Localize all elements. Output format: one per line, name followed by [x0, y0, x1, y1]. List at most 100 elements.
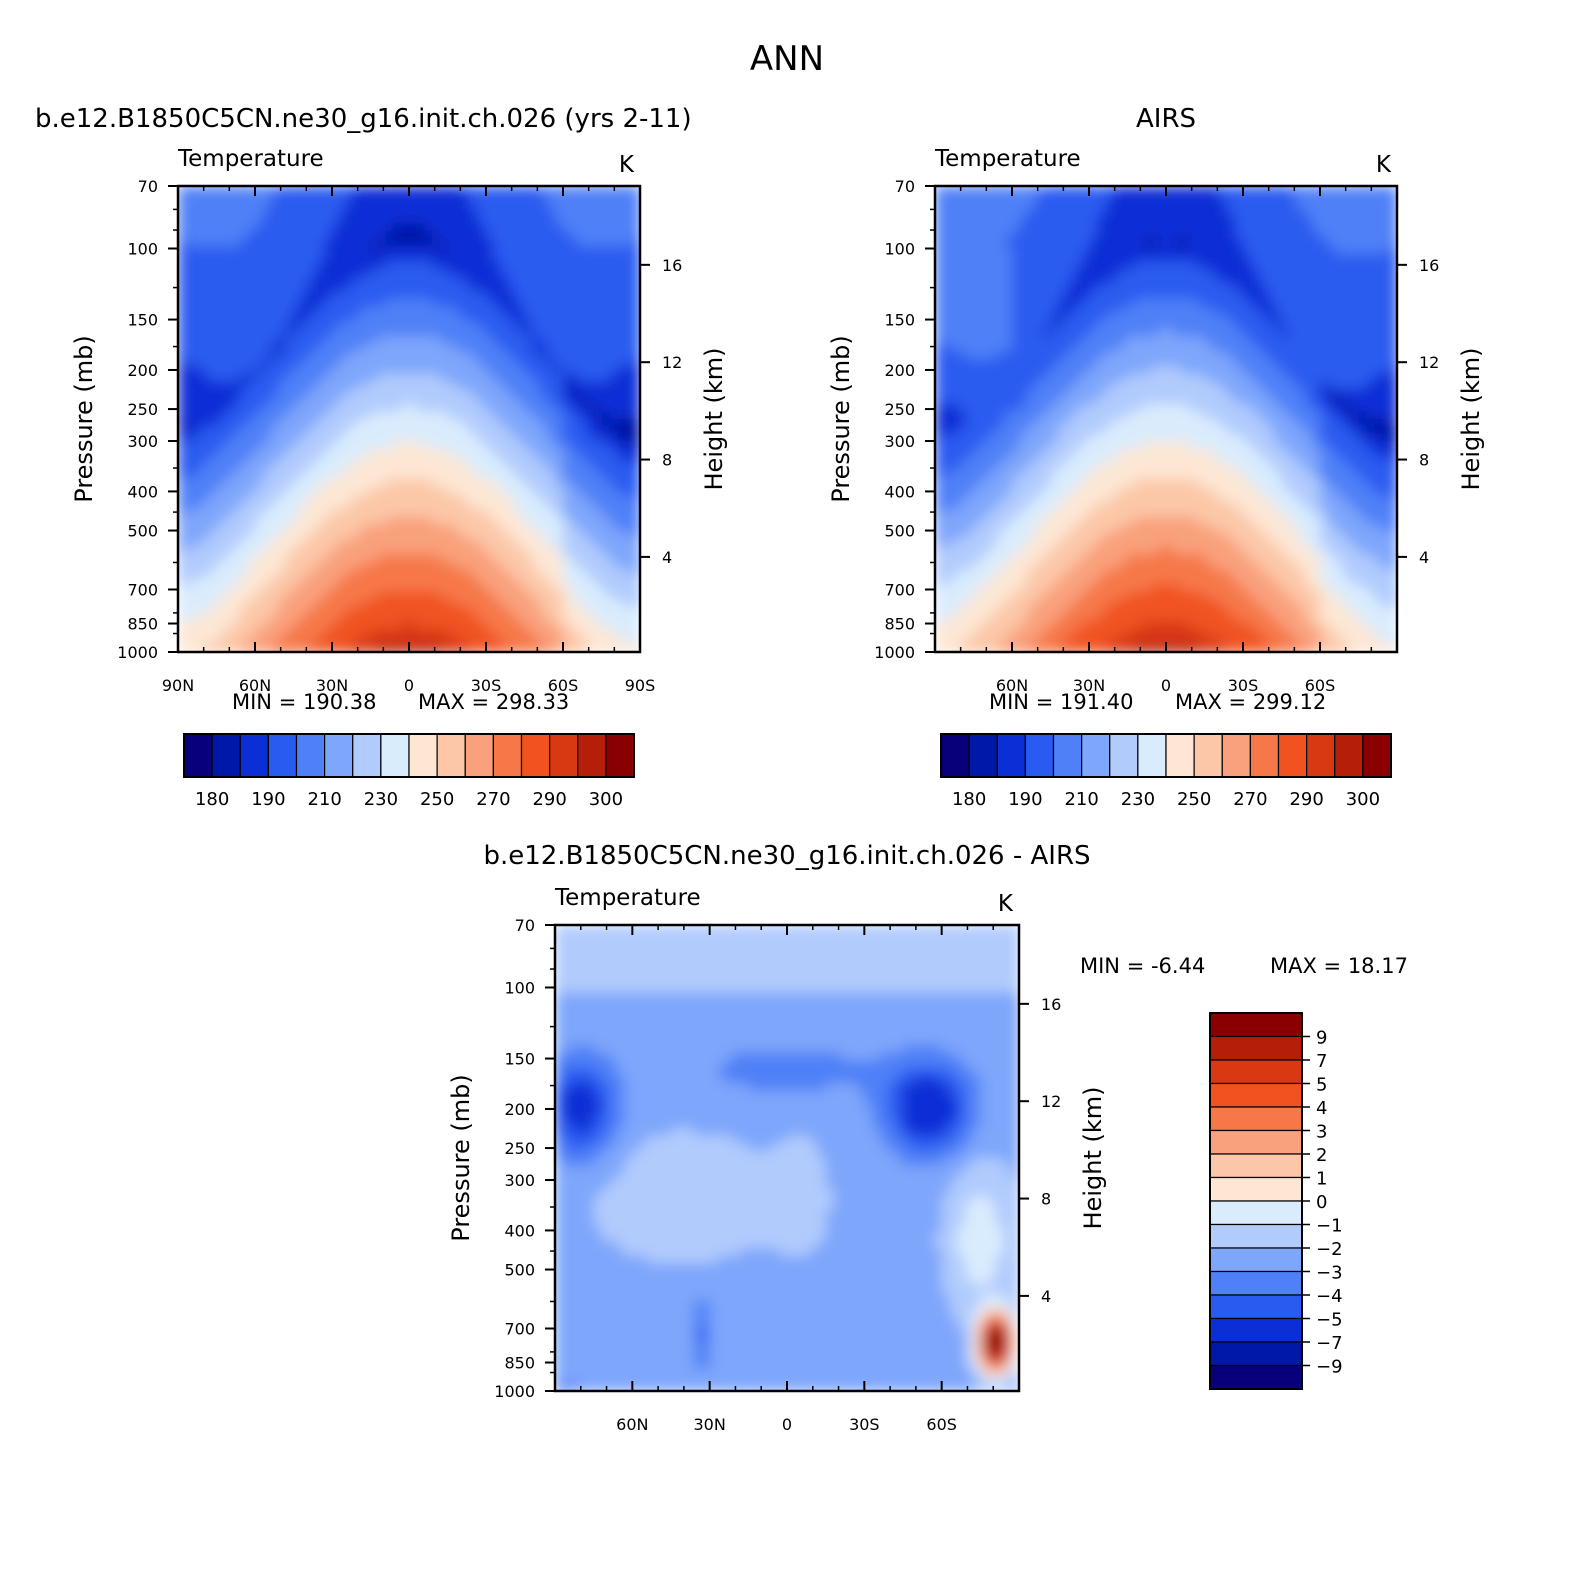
field-cell: [965, 313, 975, 323]
field-cell: [996, 231, 1006, 240]
field-cell: [624, 298, 634, 308]
field-cell: [493, 471, 503, 480]
field-cell: [447, 464, 456, 473]
field-cell: [593, 561, 603, 571]
field-cell: [1012, 186, 1021, 195]
field-cell: [293, 464, 302, 473]
field-cell: [1142, 193, 1152, 202]
field-cell: [231, 193, 241, 202]
field-cell: [393, 366, 403, 375]
field-cell: [347, 569, 356, 578]
field-cell: [178, 509, 187, 518]
field-cell: [462, 464, 472, 473]
field-cell: [1065, 246, 1075, 255]
field-cell: [308, 388, 318, 398]
field-cell: [593, 434, 603, 443]
field-cell: [586, 411, 595, 420]
field-cell: [409, 479, 418, 488]
field-cell: [316, 298, 326, 308]
field-cell: [555, 584, 564, 593]
field-cell: [447, 449, 456, 458]
field-cell: [462, 193, 472, 202]
field-cell: [593, 403, 603, 413]
field-cell: [239, 336, 249, 345]
field-cell: [278, 358, 287, 368]
field-cell: [262, 201, 272, 210]
field-cell: [486, 201, 495, 210]
field-cell: [347, 426, 356, 435]
field-cell: [1035, 238, 1044, 247]
field-cell: [555, 366, 564, 375]
field-cell: [424, 584, 433, 593]
field-cell: [262, 328, 272, 338]
field-cell: [555, 253, 564, 262]
field-cell: [470, 569, 480, 578]
field-cell: [570, 313, 580, 323]
field-cell: [339, 193, 349, 202]
field-cell: [224, 621, 233, 631]
field-cell: [378, 576, 387, 586]
field-cell: [362, 539, 372, 548]
field-cell: [255, 569, 264, 578]
field-cell: [316, 193, 326, 202]
field-cell: [201, 531, 210, 541]
field-cell: [1135, 321, 1144, 330]
field-cell: [1181, 193, 1190, 202]
field-cell: [339, 486, 349, 495]
field-cell: [578, 599, 587, 608]
field-cell: [409, 231, 418, 240]
field-cell: [1212, 276, 1221, 285]
field-cell: [601, 569, 610, 578]
field-cell: [416, 591, 426, 601]
field-cell: [208, 494, 218, 503]
field-cell: [424, 411, 433, 420]
field-cell: [532, 306, 541, 315]
field-cell: [362, 253, 372, 262]
field-cell: [1142, 246, 1152, 255]
field-cell: [1212, 186, 1221, 195]
field-cell: [1081, 238, 1090, 247]
field-cell: [1119, 238, 1129, 247]
field-cell: [1250, 238, 1260, 247]
field-cell: [216, 261, 225, 270]
field-cell: [185, 516, 195, 526]
field-cell: [578, 208, 587, 217]
field-cell: [424, 629, 433, 638]
field-cell: [570, 411, 580, 420]
field-cell: [532, 599, 541, 608]
field-cell: [1150, 276, 1160, 285]
field-cell: [424, 283, 433, 293]
field-cell: [378, 246, 387, 255]
field-cell: [362, 388, 372, 398]
field-cell: [1027, 268, 1036, 277]
field-cell: [178, 546, 187, 556]
field-cell: [1042, 201, 1052, 210]
field-cell: [193, 584, 202, 593]
field-cell: [462, 343, 472, 353]
field-cell: [224, 373, 233, 383]
field-cell: [424, 291, 433, 300]
field-cell: [593, 539, 603, 548]
field-cell: [239, 403, 249, 413]
field-cell: [586, 283, 595, 293]
field-cell: [262, 336, 272, 345]
field-cell: [293, 276, 302, 285]
field-cell: [1373, 268, 1383, 277]
field-cell: [1373, 216, 1383, 225]
field-cell: [278, 328, 287, 338]
field-cell: [262, 396, 272, 405]
field-cell: [501, 569, 510, 578]
field-cell: [370, 216, 379, 225]
field-cell: [439, 591, 449, 601]
field-cell: [393, 261, 403, 270]
field-cell: [586, 524, 595, 533]
field-cell: [347, 328, 356, 338]
field-cell: [455, 253, 464, 262]
field-cell: [632, 419, 640, 428]
field-cell: [563, 516, 572, 526]
field-cell: [378, 208, 387, 217]
field-cell: [278, 403, 287, 413]
panel-units: K: [619, 152, 635, 178]
field-cell: [478, 283, 487, 293]
field-cell: [393, 486, 403, 495]
